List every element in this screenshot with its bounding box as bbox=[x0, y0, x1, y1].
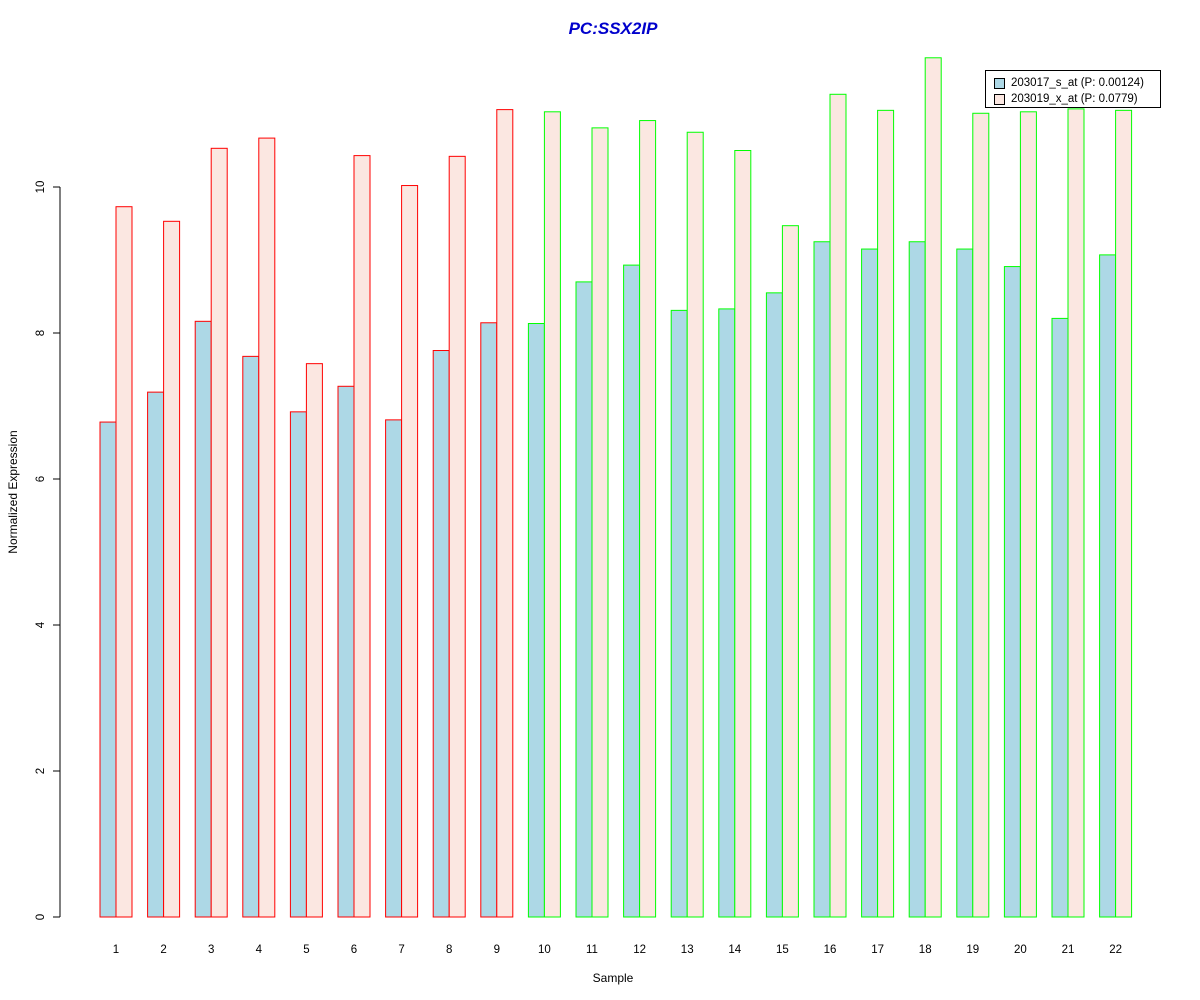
bar-203017-s-at bbox=[289, 411, 307, 918]
legend-label-2: 203019_x_at (P: 0.0779) bbox=[1011, 93, 1138, 105]
bar-203019-x-at bbox=[1115, 109, 1133, 918]
y-tick-label: 0 bbox=[35, 914, 47, 920]
bar-203019-x-at bbox=[543, 111, 561, 918]
x-tick-label: 3 bbox=[208, 944, 214, 956]
bar-203017-s-at bbox=[1099, 254, 1117, 918]
x-tick-label: 20 bbox=[1014, 944, 1027, 956]
y-tick-label: 8 bbox=[35, 330, 47, 336]
y-axis-label: Normalized Expression bbox=[6, 430, 20, 554]
legend: 203017_s_at (P: 0.00124) 203019_x_at (P:… bbox=[985, 70, 1161, 108]
x-tick-label: 12 bbox=[633, 944, 646, 956]
bar-203017-s-at bbox=[765, 292, 783, 918]
y-tick-label: 6 bbox=[35, 476, 47, 482]
bar-203019-x-at bbox=[924, 57, 942, 918]
x-tick-label: 6 bbox=[351, 944, 357, 956]
legend-entry-2: 203019_x_at (P: 0.0779) bbox=[994, 91, 1160, 107]
x-tick-label: 1 bbox=[113, 944, 119, 956]
x-tick-label: 7 bbox=[398, 944, 404, 956]
bar-203019-x-at bbox=[353, 155, 371, 918]
bar-203019-x-at bbox=[258, 137, 276, 918]
x-tick-label: 4 bbox=[256, 944, 263, 956]
bar-203017-s-at bbox=[147, 391, 165, 918]
bar-203017-s-at bbox=[861, 248, 879, 918]
x-tick-label: 15 bbox=[776, 944, 789, 956]
x-tick-label: 17 bbox=[871, 944, 884, 956]
x-tick-label: 8 bbox=[446, 944, 452, 956]
bar-203019-x-at bbox=[115, 206, 133, 918]
legend-swatch-2 bbox=[994, 93, 1005, 105]
bar-203019-x-at bbox=[877, 109, 895, 918]
bar-203017-s-at bbox=[337, 385, 355, 918]
bar-203017-s-at bbox=[432, 350, 450, 918]
bar-203019-x-at bbox=[163, 220, 181, 918]
bar-203017-s-at bbox=[670, 309, 688, 918]
bar-203019-x-at bbox=[686, 131, 704, 918]
bar-203017-s-at bbox=[718, 308, 736, 918]
bar-203017-s-at bbox=[242, 355, 260, 918]
y-tick-label: 10 bbox=[35, 181, 47, 194]
bar-203019-x-at bbox=[1019, 111, 1037, 918]
x-tick-label: 10 bbox=[538, 944, 551, 956]
x-axis-label: Sample bbox=[592, 971, 634, 985]
bar-203017-s-at bbox=[623, 264, 641, 918]
x-tick-label: 21 bbox=[1062, 944, 1075, 956]
bar-203019-x-at bbox=[448, 155, 466, 918]
bar-203017-s-at bbox=[908, 241, 926, 918]
x-tick-label: 9 bbox=[494, 944, 500, 956]
bar-203017-s-at bbox=[194, 320, 212, 918]
bar-203017-s-at bbox=[1051, 317, 1069, 918]
bar-203019-x-at bbox=[401, 185, 419, 918]
legend-swatch-1 bbox=[994, 77, 1005, 89]
x-tick-label: 5 bbox=[303, 944, 309, 956]
x-tick-label: 18 bbox=[919, 944, 932, 956]
x-tick-label: 14 bbox=[728, 944, 741, 956]
y-tick-label: 4 bbox=[35, 621, 47, 628]
legend-label-1: 203017_s_at (P: 0.00124) bbox=[1011, 77, 1144, 89]
x-tick-label: 16 bbox=[824, 944, 837, 956]
bar-203019-x-at bbox=[305, 363, 323, 918]
bar-203019-x-at bbox=[734, 150, 752, 918]
bar-203019-x-at bbox=[1067, 108, 1085, 918]
bar-203019-x-at bbox=[210, 147, 228, 918]
bar-203017-s-at bbox=[813, 241, 831, 918]
bar-203017-s-at bbox=[527, 323, 545, 918]
bar-203019-x-at bbox=[496, 109, 514, 918]
x-tick-label: 11 bbox=[586, 944, 598, 956]
bar-203019-x-at bbox=[972, 112, 990, 918]
bar-203019-x-at bbox=[781, 225, 799, 918]
chart-title: PC:SSX2IP bbox=[568, 19, 658, 38]
x-tick-label: 13 bbox=[681, 944, 694, 956]
bar-203019-x-at bbox=[591, 127, 609, 918]
y-tick-label: 2 bbox=[35, 768, 47, 774]
bar-203017-s-at bbox=[956, 248, 974, 918]
legend-entry-1: 203017_s_at (P: 0.00124) bbox=[994, 75, 1160, 91]
bar-203017-s-at bbox=[99, 421, 117, 918]
bar-203017-s-at bbox=[575, 281, 593, 918]
bar-203017-s-at bbox=[385, 419, 403, 918]
bar-203019-x-at bbox=[829, 93, 847, 918]
x-tick-label: 19 bbox=[966, 944, 979, 956]
bar-203019-x-at bbox=[639, 120, 657, 918]
x-tick-label: 2 bbox=[160, 944, 166, 956]
x-tick-label: 22 bbox=[1109, 944, 1122, 956]
bar-203017-s-at bbox=[480, 322, 498, 918]
bar-203017-s-at bbox=[1003, 266, 1021, 918]
